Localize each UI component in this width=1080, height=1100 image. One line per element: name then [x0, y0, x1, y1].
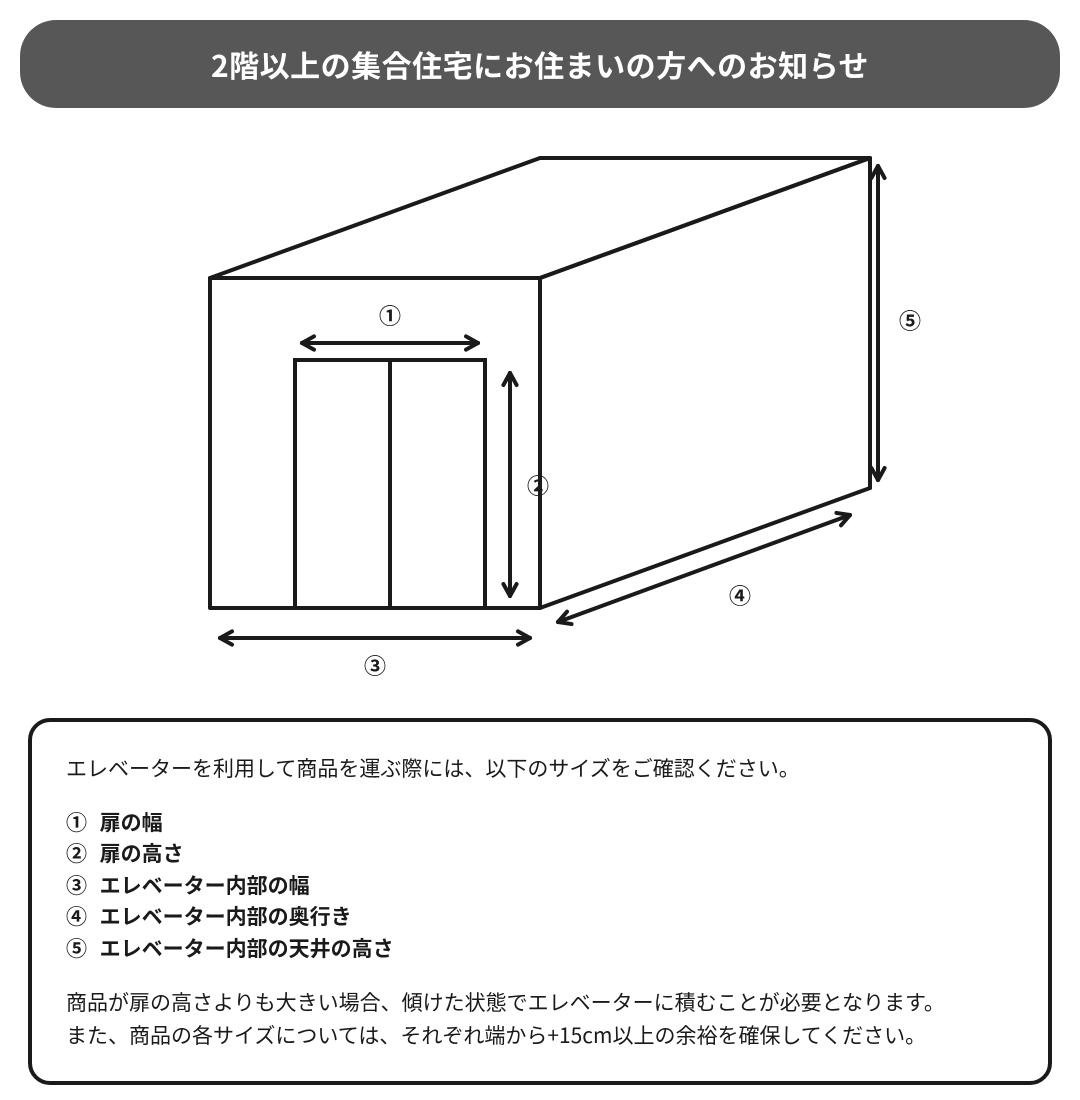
svg-text:④: ④ [729, 579, 751, 611]
info-intro: エレベーターを利用して商品を運ぶ際には、以下のサイズをご確認ください。 [66, 752, 1014, 785]
info-list-item-num: ④ [66, 901, 100, 933]
info-list-item-label: エレベーター内部の天井の高さ [100, 933, 394, 963]
diagram-container: ① ② ③ ④ ⑤ [0, 108, 1080, 708]
info-list-item: ①扉の幅 [66, 807, 1014, 839]
info-list-item: ②扉の高さ [66, 838, 1014, 870]
info-list-item: ③エレベーター内部の幅 [66, 870, 1014, 902]
svg-text:⑤: ⑤ [899, 304, 921, 336]
info-box: エレベーターを利用して商品を運ぶ際には、以下のサイズをご確認ください。 ①扉の幅… [28, 718, 1052, 1085]
info-foot-line-1: 商品が扉の高さよりも大きい場合、傾けた状態でエレベーターに積むことが必要となりま… [66, 986, 1014, 1019]
info-list-item: ④エレベーター内部の奥行き [66, 901, 1014, 933]
info-list-item-label: エレベーター内部の幅 [100, 870, 310, 900]
notice-header: 2階以上の集合住宅にお住まいの方へのお知らせ [20, 20, 1060, 108]
info-list-item-label: 扉の高さ [100, 838, 184, 868]
svg-text:②: ② [527, 469, 549, 501]
info-list-item-label: 扉の幅 [100, 807, 163, 837]
info-list-item-label: エレベーター内部の奥行き [100, 901, 352, 931]
info-list-item: ⑤エレベーター内部の天井の高さ [66, 933, 1014, 965]
info-list-item-num: ⑤ [66, 933, 100, 965]
elevator-diagram-svg: ① ② ③ ④ ⑤ [130, 138, 950, 698]
info-list-item-num: ① [66, 807, 100, 839]
info-foot-line-2: また、商品の各サイズについては、それぞれ端から+15cm以上の余裕を確保してくだ… [66, 1019, 1014, 1052]
info-list-item-num: ③ [66, 870, 100, 902]
info-list-item-num: ② [66, 838, 100, 870]
info-foot: 商品が扉の高さよりも大きい場合、傾けた状態でエレベーターに積むことが必要となりま… [66, 986, 1014, 1051]
svg-text:①: ① [379, 299, 401, 331]
svg-text:③: ③ [364, 649, 386, 681]
info-list: ①扉の幅②扉の高さ③エレベーター内部の幅④エレベーター内部の奥行き⑤エレベーター… [66, 807, 1014, 965]
